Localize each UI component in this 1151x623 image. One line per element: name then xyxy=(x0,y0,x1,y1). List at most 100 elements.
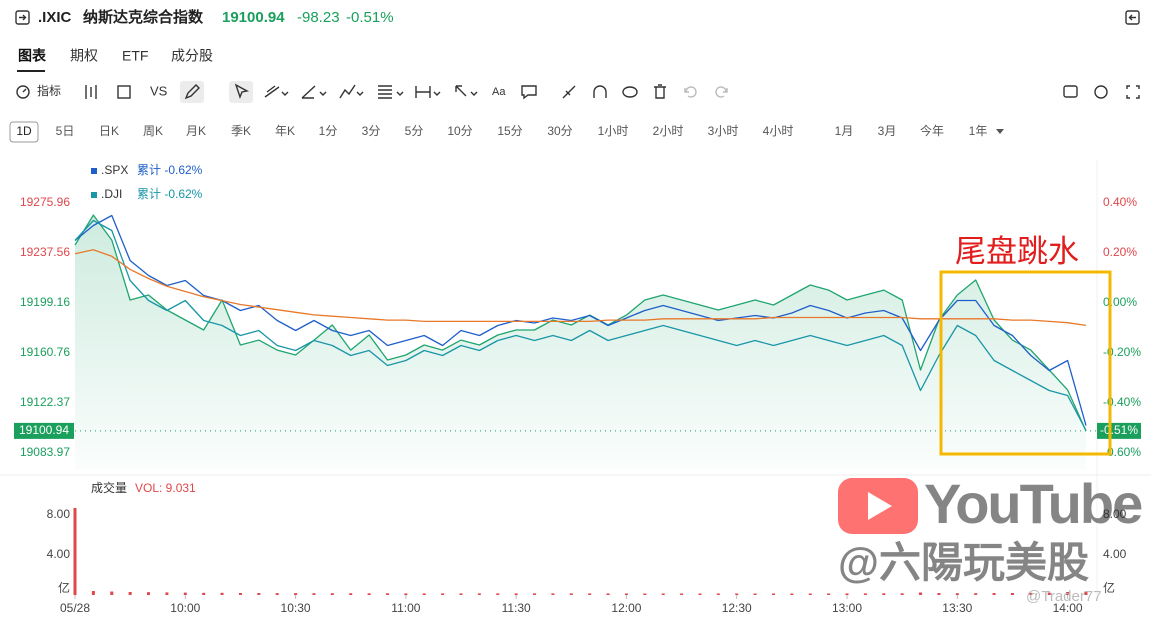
period-dropdown[interactable] xyxy=(996,129,1004,134)
volume-bar xyxy=(533,593,537,595)
cursor-button-bg[interactable] xyxy=(229,81,253,103)
collapse-icon[interactable] xyxy=(1125,10,1140,25)
volume-bar xyxy=(624,593,628,595)
volume-bar xyxy=(1010,593,1014,595)
y-tick-label: 19122.37 xyxy=(20,395,70,409)
x-tick-label: 05/28 xyxy=(60,601,90,615)
series-line xyxy=(74,249,1087,327)
period-button[interactable]: 1分 xyxy=(319,124,338,138)
period-button[interactable]: 5日 xyxy=(56,124,75,138)
tab[interactable]: 期权 xyxy=(70,48,98,64)
period-button[interactable]: 年K xyxy=(275,124,295,138)
fib-tool[interactable] xyxy=(378,85,404,99)
series-line xyxy=(74,214,1087,426)
delete-tool[interactable] xyxy=(654,84,666,99)
candle-icon[interactable] xyxy=(85,85,97,99)
period-button[interactable]: 今年 xyxy=(920,123,944,138)
fullscreen-icon[interactable] xyxy=(1126,85,1140,99)
x-tick-label: 12:30 xyxy=(722,601,752,615)
volume-bar xyxy=(937,593,941,595)
period-button[interactable]: 月K xyxy=(186,124,206,138)
volume-bar xyxy=(1047,592,1051,595)
volume-title: 成交量 xyxy=(91,480,127,495)
indicator-icon xyxy=(16,85,30,99)
volume-bar xyxy=(73,508,77,595)
period-button[interactable]: 30分 xyxy=(547,124,572,138)
volume-bar xyxy=(147,592,151,595)
legend-cumulative: 累计 -0.62% xyxy=(137,163,203,177)
volume-bar xyxy=(845,593,849,595)
indicator-button[interactable]: 指标 xyxy=(37,83,61,98)
period-button[interactable]: 1年 xyxy=(969,124,988,138)
settings-icon[interactable] xyxy=(1094,85,1108,99)
y-tick-label: 19199.16 xyxy=(20,295,70,309)
volume-bar xyxy=(477,593,481,595)
redo[interactable] xyxy=(715,86,728,98)
square-icon[interactable] xyxy=(117,85,131,99)
text-tool[interactable]: Aa xyxy=(492,86,506,98)
tab-underline xyxy=(17,70,45,72)
period-button[interactable]: 1月 xyxy=(835,124,854,138)
volume-bar xyxy=(1029,592,1033,595)
volume-bar xyxy=(863,593,867,595)
volume-bar xyxy=(661,593,665,595)
magnet-tool[interactable] xyxy=(593,85,607,98)
arrow-tool[interactable] xyxy=(455,85,478,97)
price: 19100.94 xyxy=(222,9,285,26)
area xyxy=(75,215,1086,470)
tab[interactable]: 图表 xyxy=(18,48,47,64)
period-button[interactable]: 3月 xyxy=(878,124,897,138)
y-tick-label: 19160.76 xyxy=(20,345,70,359)
volume-bar xyxy=(349,593,353,595)
draw-button-bg[interactable] xyxy=(180,81,204,103)
trend-tool[interactable] xyxy=(264,85,289,98)
y2-tick-label: -0.60% xyxy=(1103,445,1141,459)
angle-tool[interactable] xyxy=(301,85,327,99)
highlight-box xyxy=(939,270,1112,456)
period-button[interactable]: 3小时 xyxy=(708,124,739,138)
exit-icon[interactable] xyxy=(15,10,30,25)
youtube-play xyxy=(868,492,892,520)
volume-bar xyxy=(367,593,371,595)
y2-tick-label: 0.40% xyxy=(1103,195,1137,209)
volume-subtitle: VOL: 9.031 xyxy=(135,481,196,495)
volume-bar xyxy=(257,593,261,595)
period-button[interactable]: 季K xyxy=(231,124,251,138)
period-button[interactable]: 15分 xyxy=(497,124,522,138)
x-tick-label: 14:00 xyxy=(1053,601,1083,615)
tab[interactable]: 成分股 xyxy=(171,48,213,64)
period-button[interactable]: 1小时 xyxy=(598,124,629,138)
volume-bar xyxy=(919,592,923,595)
period-button[interactable]: 3分 xyxy=(362,124,381,138)
eye-tool[interactable] xyxy=(622,86,638,98)
period-button[interactable]: 4小时 xyxy=(763,124,794,138)
period-button[interactable]: 2小时 xyxy=(653,124,684,138)
period-button[interactable]: 1D xyxy=(16,124,32,138)
y-tick-label: 19237.56 xyxy=(20,245,70,259)
volume-bar xyxy=(882,593,886,595)
volume-bar xyxy=(110,591,114,595)
period-button[interactable]: 5分 xyxy=(405,124,424,138)
undo[interactable] xyxy=(684,86,697,98)
period-button[interactable]: 10分 xyxy=(447,124,472,138)
measure-tool[interactable] xyxy=(415,86,441,98)
period-button[interactable]: 周K xyxy=(143,124,163,138)
y-tick-label: 8.00 xyxy=(47,507,71,521)
y2-tick-label: 4.00 xyxy=(1103,547,1127,561)
volume-bar xyxy=(955,593,959,595)
volume-pane: 成交量 VOL: 9.031 亿 4.00 8.00 亿 4.00 8.00 05/28 10:0… xyxy=(47,480,1127,615)
x-tick-label: 13:00 xyxy=(832,601,862,615)
volume-bar xyxy=(569,593,573,595)
period-button[interactable]: 日K xyxy=(99,124,119,138)
compare-button[interactable]: VS xyxy=(150,83,168,98)
tab[interactable]: ETF xyxy=(122,48,148,64)
volume-bar xyxy=(128,592,132,595)
camera-icon[interactable] xyxy=(1063,85,1078,98)
eraser-tool[interactable] xyxy=(562,85,576,99)
cursor-icon xyxy=(234,83,250,100)
annotation: 尾盘跳水 xyxy=(955,234,1079,269)
comment-tool[interactable] xyxy=(521,85,537,100)
volume-bar xyxy=(422,593,426,595)
volume-bar xyxy=(183,592,187,595)
wave-tool[interactable] xyxy=(339,84,364,99)
